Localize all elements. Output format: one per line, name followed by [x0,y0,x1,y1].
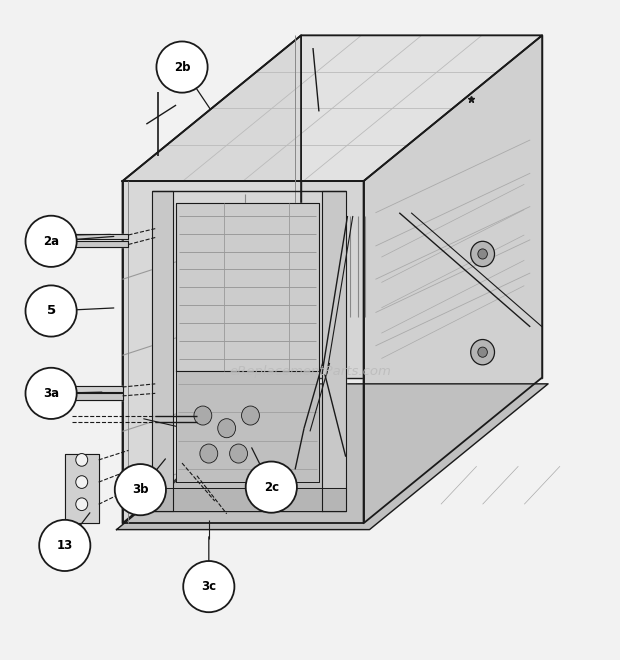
Circle shape [478,347,487,357]
Polygon shape [117,384,548,529]
Ellipse shape [25,368,77,419]
Ellipse shape [39,520,91,571]
Polygon shape [123,36,542,181]
Circle shape [200,444,218,463]
Polygon shape [153,488,346,511]
Polygon shape [153,191,173,511]
Ellipse shape [115,464,166,515]
Polygon shape [39,234,128,240]
Ellipse shape [25,285,77,337]
Polygon shape [176,371,319,482]
Circle shape [478,249,487,259]
Text: 3c: 3c [202,580,216,593]
Circle shape [229,444,247,463]
Polygon shape [363,36,542,523]
Circle shape [76,453,87,466]
Polygon shape [301,36,542,378]
Polygon shape [123,181,363,523]
Polygon shape [176,203,319,371]
Text: 2b: 2b [174,61,190,73]
Ellipse shape [156,42,208,92]
Polygon shape [39,385,123,392]
Polygon shape [39,242,128,247]
Circle shape [76,476,87,488]
Text: 2a: 2a [43,235,59,248]
Ellipse shape [25,216,77,267]
Circle shape [471,242,495,267]
Text: 3a: 3a [43,387,59,400]
Text: 5: 5 [46,304,56,317]
Text: 3b: 3b [132,483,149,496]
Text: 2c: 2c [264,480,279,494]
Circle shape [471,339,495,365]
Polygon shape [123,36,301,523]
Polygon shape [322,191,346,511]
Circle shape [76,498,87,511]
Ellipse shape [184,561,234,612]
Ellipse shape [246,461,297,513]
Text: eReplacementParts.com: eReplacementParts.com [229,365,391,378]
Text: 13: 13 [56,539,73,552]
Circle shape [218,418,236,438]
Circle shape [242,406,259,425]
Polygon shape [39,393,123,400]
Circle shape [194,406,212,425]
Polygon shape [64,453,99,523]
